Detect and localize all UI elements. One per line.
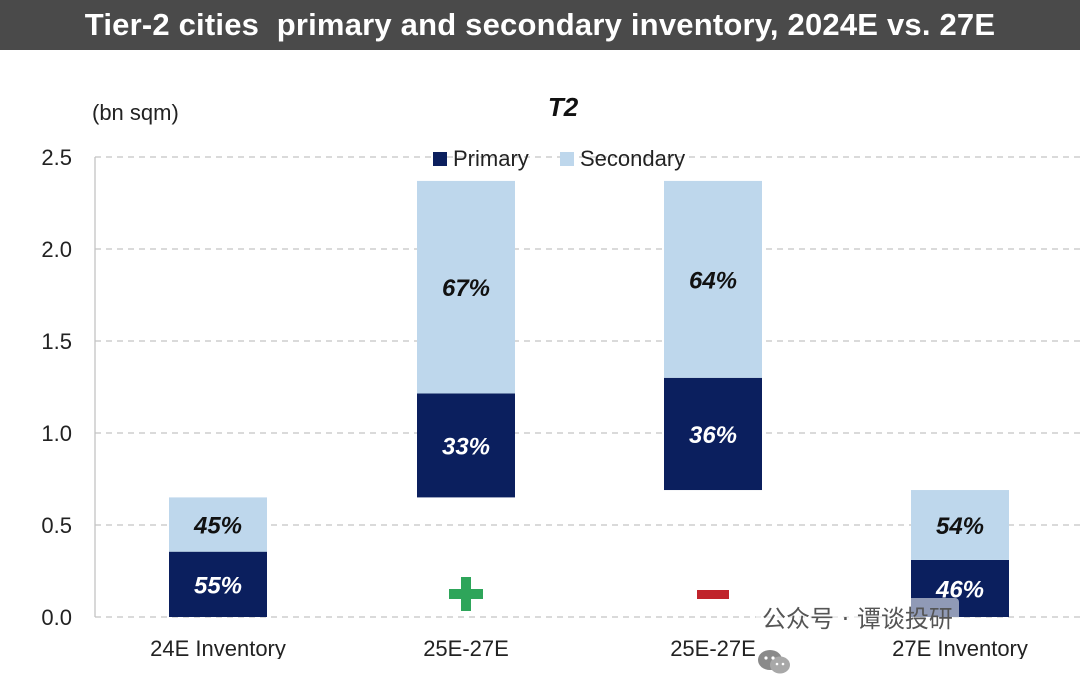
bar-segment-secondary [911,490,1009,560]
y-axis-unit-label: (bn sqm) [92,100,179,125]
x-tick-label: 25E-27E [670,636,756,659]
x-tick-label: 24E Inventory [150,636,286,659]
watermark: 公众号 · 谭谈投研 [756,598,959,674]
bar-segment-secondary [169,497,267,552]
chart-svg: T2 (bn sqm) 0.0 0.5 1.0 1.5 2.0 2.5 55% 45% 24E In… [41,92,1080,659]
data-label: 55% [194,572,242,599]
data-label: 67% [442,275,490,302]
data-label: 36% [689,422,737,449]
data-label: 64% [689,267,737,294]
chart-title: T2 [548,92,579,122]
y-tick-label: 2.0 [41,237,72,262]
banner-title: Tier-2 cities primary and secondary inve… [84,7,996,42]
y-tick-label: 2.5 [41,145,72,170]
bar-segment-primary [417,393,515,498]
bar-segment-secondary [664,180,762,378]
chart-banner: Tier-2 cities primary and secondary inve… [0,0,1080,50]
legend-label: Primary [453,146,529,171]
legend-label: Secondary [580,146,685,171]
minus-sign-icon [697,590,729,599]
wechat-logo-icon [758,650,790,674]
bar-segment-primary [169,551,267,617]
y-tick-label: 1.5 [41,329,72,354]
data-label: 54% [936,513,984,540]
bar-segment-secondary [417,180,515,394]
legend-swatch-primary [433,152,447,166]
data-label: 45% [193,513,242,540]
x-tick-label: 27E Inventory [892,636,1028,659]
y-tick-label: 0.5 [41,513,72,538]
y-tick-label: 0.0 [41,605,72,630]
plus-sign-icon [449,577,483,611]
legend-swatch-secondary [560,152,574,166]
bar-segment-primary [664,377,762,491]
data-label: 33% [442,433,490,460]
x-tick-label: 25E-27E [423,636,509,659]
watermark-text: 公众号 · 谭谈投研 [762,604,953,633]
y-tick-label: 1.0 [41,421,72,446]
